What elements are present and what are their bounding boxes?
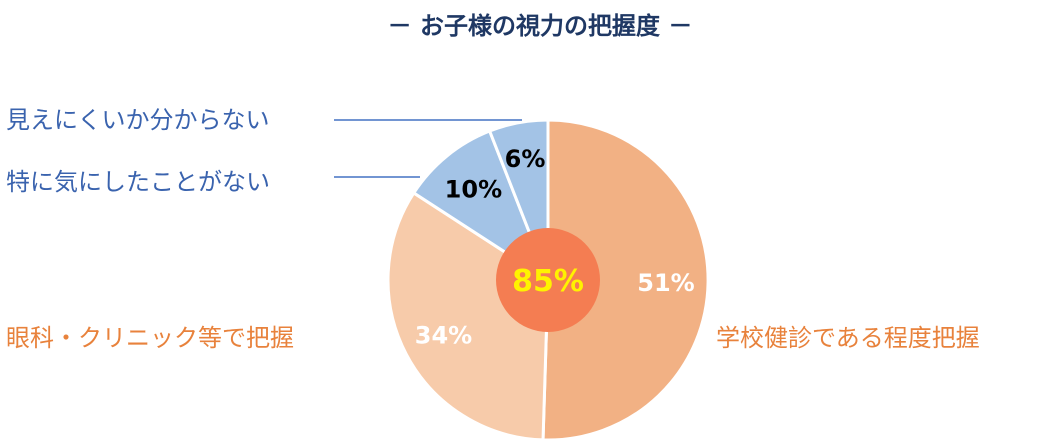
slices-layer	[386, 118, 710, 442]
slice-value-label-2: 34%	[415, 322, 472, 350]
leaders-layer	[334, 119, 522, 178]
slice-category-label-4: 見えにくいか分からない	[6, 106, 270, 134]
slice-category-label-3: 特に気にしたことがない	[6, 168, 270, 196]
slice-category-label-2: 眼科・クリニック等で把握	[6, 324, 294, 352]
pie-slice-1	[541, 118, 710, 442]
labels-layer: 51% 学校健診である程度把握 34% 眼科・クリニック等で把握 10% 特に気にしたこと…	[6, 106, 980, 352]
slice-value-label-3: 10%	[445, 176, 502, 204]
slice-category-label-1: 学校健診である程度把握	[716, 324, 980, 352]
center-value-label: 85%	[512, 264, 584, 299]
slice-value-label-1: 51%	[637, 269, 694, 297]
center-circle	[496, 228, 600, 332]
slice-value-label-4: 6%	[505, 145, 546, 173]
chart-title: － お子様の視力の把握度 －	[388, 12, 693, 40]
